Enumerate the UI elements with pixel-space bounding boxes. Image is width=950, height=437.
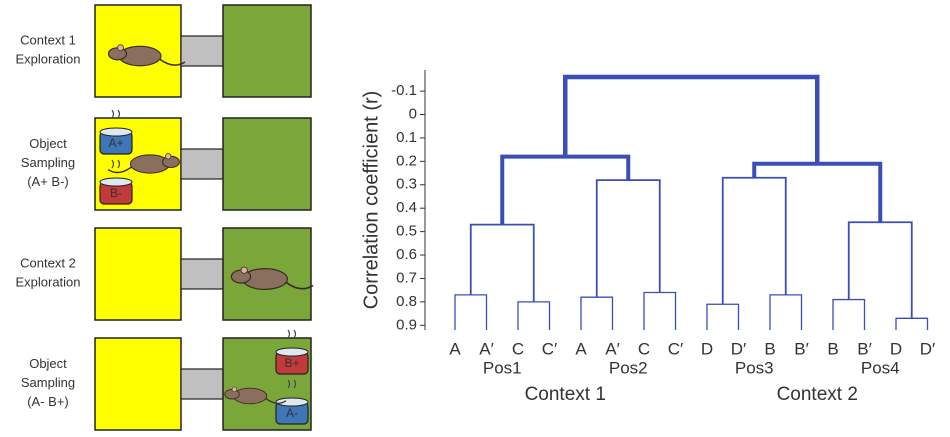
leaf-label: C bbox=[638, 339, 650, 358]
cup-rim bbox=[276, 348, 308, 356]
corridor bbox=[181, 149, 223, 179]
leaf-label: D bbox=[701, 339, 713, 358]
dendrogram-link bbox=[597, 180, 660, 297]
cup-label: A- bbox=[286, 406, 298, 420]
leaf-label: D bbox=[890, 339, 902, 358]
corridor bbox=[181, 259, 223, 289]
row-label-line: Context 2 bbox=[20, 256, 76, 271]
leaf-label: A′ bbox=[605, 339, 620, 358]
rat-head bbox=[163, 156, 180, 167]
leaf-label: C bbox=[512, 339, 524, 358]
row-label-line: (A- B+) bbox=[27, 394, 69, 409]
row-label: Context 2 Exploration bbox=[15, 256, 80, 290]
dendrogram-link bbox=[455, 295, 487, 330]
position-label: Pos4 bbox=[861, 358, 900, 377]
dendrogram-link bbox=[833, 300, 865, 330]
dendrogram-link bbox=[565, 77, 817, 164]
leaf-label: B′ bbox=[794, 339, 809, 358]
rat-ear bbox=[241, 267, 247, 273]
rat-head bbox=[225, 389, 239, 399]
y-tick-label: 0.7 bbox=[396, 269, 417, 286]
row-label: Object Sampling (A- B+) bbox=[21, 356, 75, 409]
leaf-label: D′ bbox=[920, 339, 935, 358]
corridor bbox=[181, 369, 223, 399]
rat-ear bbox=[118, 45, 124, 51]
leaf-label: B bbox=[827, 339, 838, 358]
position-label: Pos3 bbox=[735, 358, 774, 377]
cup-rim bbox=[100, 128, 132, 136]
position-label: Pos1 bbox=[483, 358, 522, 377]
leaf-label: A bbox=[449, 339, 461, 358]
dendrogram-link bbox=[581, 297, 613, 330]
rat-ear bbox=[165, 154, 171, 160]
dendrogram-link bbox=[707, 304, 739, 330]
y-tick-label: 0 bbox=[409, 105, 417, 122]
cup-rim bbox=[276, 398, 308, 406]
leaf-label: C′ bbox=[542, 339, 557, 358]
position-label: Pos2 bbox=[609, 358, 648, 377]
context-box-b bbox=[223, 5, 311, 97]
dendrogram-link bbox=[518, 302, 550, 330]
y-tick-label: 0.6 bbox=[396, 246, 417, 263]
row-label-line: Sampling bbox=[21, 155, 75, 170]
context-box-a bbox=[95, 228, 181, 320]
y-tick-label: 0.3 bbox=[396, 176, 417, 193]
row-label: Context 1 Exploration bbox=[15, 33, 80, 67]
leaf-label: A bbox=[575, 339, 587, 358]
dendrogram-link bbox=[754, 164, 880, 223]
cup-rim bbox=[100, 178, 132, 186]
leaf-label: C′ bbox=[668, 339, 683, 358]
figure: Context 1 Exploration Object Sampling (A+ B-… bbox=[0, 0, 950, 432]
y-tick-label: 0.9 bbox=[396, 316, 417, 333]
dendrogram-link bbox=[502, 157, 628, 225]
leaf-label: D′ bbox=[731, 339, 746, 358]
dendrogram-link bbox=[471, 225, 534, 302]
dendrogram-link bbox=[644, 293, 676, 330]
context-label: Context 1 bbox=[525, 384, 606, 405]
leaf-label: B bbox=[764, 339, 775, 358]
cup-label: B- bbox=[110, 186, 122, 200]
y-tick-label: 0.8 bbox=[396, 293, 417, 310]
dendrogram-link bbox=[849, 222, 912, 318]
row-label-line: Exploration bbox=[15, 275, 80, 290]
context-label: Context 2 bbox=[777, 384, 858, 405]
odor bbox=[112, 110, 120, 118]
y-tick-label: -0.1 bbox=[391, 82, 417, 99]
row-label-line: Context 1 bbox=[20, 33, 76, 48]
row-label-line: Exploration bbox=[15, 52, 80, 67]
context-box-b bbox=[223, 118, 311, 210]
y-tick-label: 0.5 bbox=[396, 223, 417, 240]
rat-ear bbox=[232, 387, 237, 392]
row-label: Object Sampling (A+ B-) bbox=[21, 136, 75, 189]
dendrogram-link bbox=[770, 295, 802, 330]
y-tick-label: 0.2 bbox=[396, 152, 417, 169]
row-label-line: Object bbox=[29, 136, 67, 151]
rat-head bbox=[109, 48, 127, 60]
cup-label: A+ bbox=[108, 136, 123, 150]
context-box-a bbox=[95, 338, 181, 430]
y-tick-label: 0.4 bbox=[396, 199, 417, 216]
cup-label: B+ bbox=[284, 356, 299, 370]
dendrogram-link bbox=[896, 318, 928, 330]
odor bbox=[288, 330, 296, 338]
row-label-line: Object bbox=[29, 356, 67, 371]
corridor bbox=[181, 36, 223, 66]
y-tick-label: 0.1 bbox=[396, 129, 417, 146]
row-label-line: Sampling bbox=[21, 375, 75, 390]
row-label-line: (A+ B-) bbox=[27, 174, 69, 189]
dendrogram-link bbox=[723, 178, 786, 304]
leaf-label: B′ bbox=[857, 339, 872, 358]
leaf-label: A′ bbox=[479, 339, 494, 358]
y-axis-label: Correlation coefficient (r) bbox=[360, 91, 382, 310]
rat-head bbox=[231, 270, 250, 283]
